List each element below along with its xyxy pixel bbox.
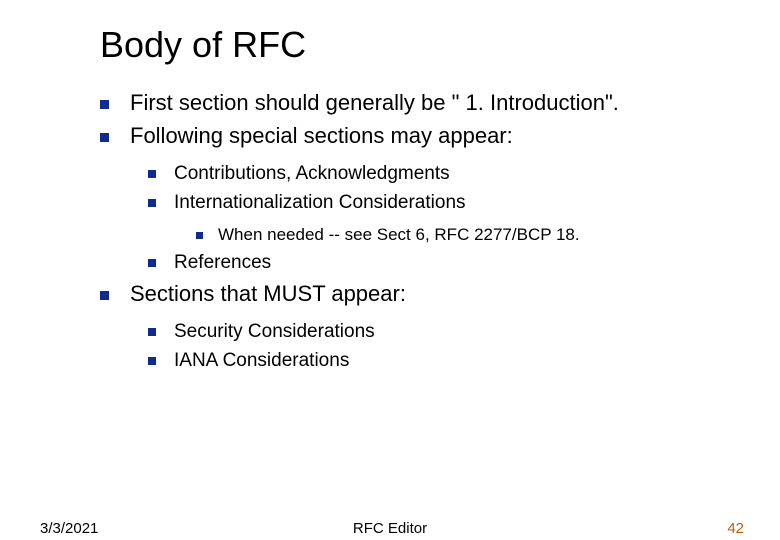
slide: Body of RFC First section should general… xyxy=(0,0,780,540)
bullet-text: References xyxy=(174,252,271,273)
bullet-text: Sections that MUST appear: xyxy=(130,281,406,306)
footer-date: 3/3/2021 xyxy=(40,520,98,537)
list-item: Sections that MUST appear: Security Cons… xyxy=(100,279,740,375)
footer-center: RFC Editor xyxy=(353,520,427,537)
bullet-list-level1: First section should generally be " 1. I… xyxy=(100,88,740,375)
bullet-text: IANA Considerations xyxy=(174,350,349,371)
bullet-list-level3: When needed -- see Sect 6, RFC 2277/BCP … xyxy=(196,223,740,248)
list-item: Following special sections may appear: C… xyxy=(100,121,740,277)
list-item: Contributions, Acknowledgments xyxy=(148,160,740,188)
bullet-text: First section should generally be " 1. I… xyxy=(130,90,619,115)
list-item: First section should generally be " 1. I… xyxy=(100,88,740,119)
list-item: When needed -- see Sect 6, RFC 2277/BCP … xyxy=(196,223,740,248)
bullet-text: When needed -- see Sect 6, RFC 2277/BCP … xyxy=(218,225,580,244)
list-item: Security Considerations xyxy=(148,318,740,346)
bullet-text: Internationalization Considerations xyxy=(174,192,466,213)
list-item: References xyxy=(148,249,740,277)
slide-title: Body of RFC xyxy=(100,24,740,66)
list-item: IANA Considerations xyxy=(148,347,740,375)
bullet-list-level2: Security Considerations IANA Considerati… xyxy=(148,318,740,375)
bullet-list-level2: Contributions, Acknowledgments Internati… xyxy=(148,160,740,277)
bullet-text: Following special sections may appear: xyxy=(130,123,513,148)
list-item: Internationalization Considerations When… xyxy=(148,189,740,247)
footer-page-number: 42 xyxy=(727,520,744,537)
bullet-text: Security Considerations xyxy=(174,321,375,342)
bullet-text: Contributions, Acknowledgments xyxy=(174,163,450,184)
